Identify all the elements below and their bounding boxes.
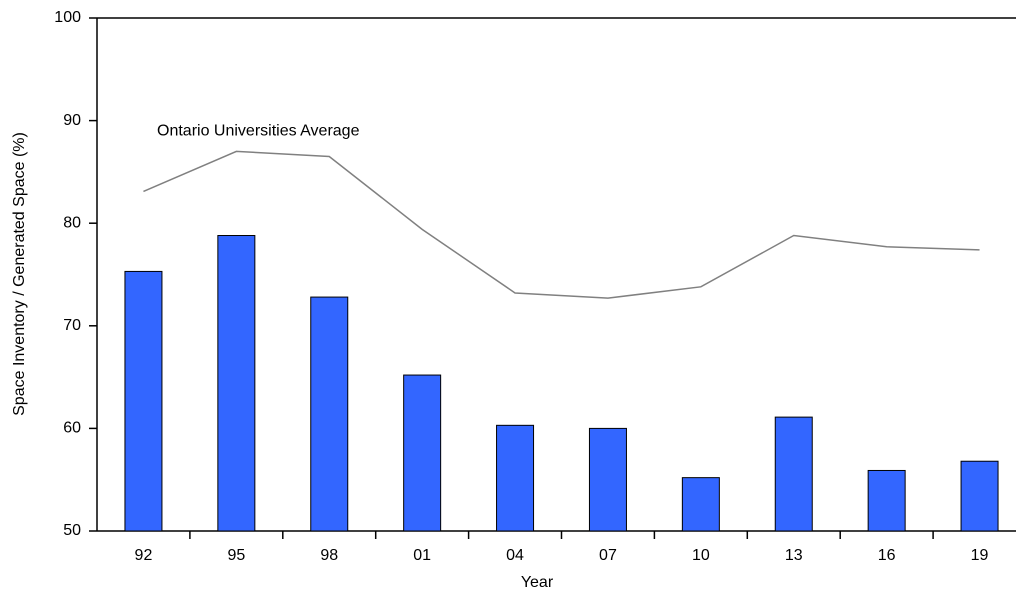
- y-tick-label: 100: [54, 9, 81, 26]
- x-axis-title: Year: [521, 574, 554, 591]
- y-tick-label: 70: [63, 317, 81, 334]
- y-tick-label: 60: [63, 420, 81, 437]
- x-tick-label: 16: [878, 547, 896, 564]
- y-tick-label: 50: [63, 522, 81, 539]
- bar: [403, 374, 442, 532]
- x-tick-label: 04: [506, 547, 524, 564]
- x-tick-label: 10: [692, 547, 710, 564]
- bar: [496, 424, 535, 532]
- y-tick-label: 80: [63, 214, 81, 231]
- y-axis-title: Space Inventory / Generated Space (%): [11, 132, 28, 416]
- bar: [310, 296, 349, 532]
- bar: [217, 235, 256, 532]
- line-annotation: Ontario Universities Average: [157, 123, 360, 140]
- line: [143, 150, 980, 299]
- bar: [124, 270, 163, 532]
- x-tick-label: 07: [599, 547, 617, 564]
- y-tick-label: 90: [63, 112, 81, 129]
- bar: [774, 416, 813, 532]
- bar: [588, 427, 627, 532]
- bar: [867, 469, 906, 532]
- x-tick-label: 01: [413, 547, 431, 564]
- x-tick-label: 19: [971, 547, 989, 564]
- bar: [960, 460, 999, 532]
- x-tick-label: 98: [320, 547, 338, 564]
- x-tick-label: 92: [135, 547, 153, 564]
- x-tick-label: 13: [785, 547, 803, 564]
- bar: [681, 477, 720, 532]
- x-tick-label: 95: [227, 547, 245, 564]
